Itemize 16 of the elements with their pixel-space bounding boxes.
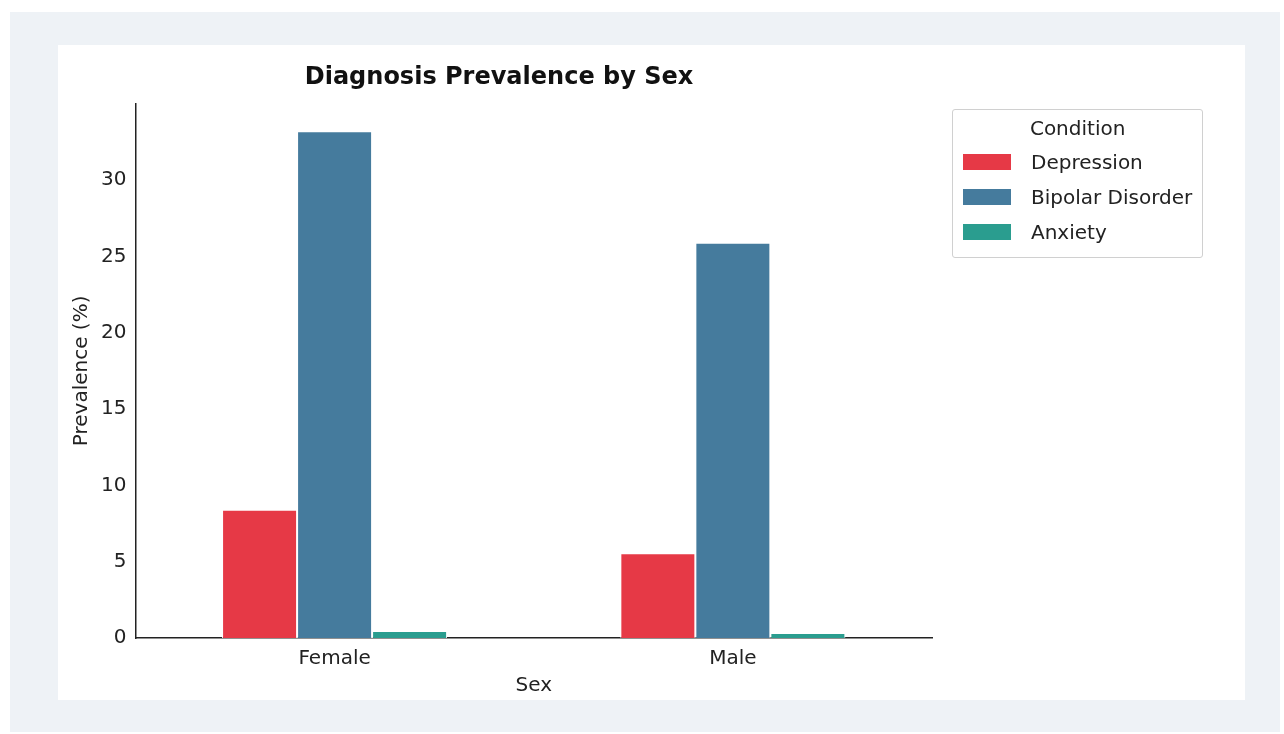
x-tick-label: Male <box>709 645 757 670</box>
x-tick-label: Female <box>298 645 371 670</box>
y-tick-label: 10 <box>101 471 127 496</box>
y-tick-label: 30 <box>101 166 127 191</box>
y-tick-label: 25 <box>101 242 127 267</box>
legend-label: Anxiety <box>1031 219 1107 244</box>
x-axis-title: Sex <box>515 672 553 697</box>
y-tick-label: 20 <box>101 318 127 343</box>
y-axis-title: Prevalence (%) <box>68 295 93 447</box>
y-tick-label: 15 <box>101 395 127 420</box>
y-tick-label: 5 <box>113 547 127 572</box>
legend-title: Condition <box>1028 116 1127 140</box>
y-tick-label: 0 <box>113 624 127 649</box>
legend-label: Bipolar Disorder <box>1031 184 1193 209</box>
chart-title: Diagnosis Prevalence by Sex <box>304 61 694 90</box>
legend-label: Depression <box>1031 149 1143 174</box>
